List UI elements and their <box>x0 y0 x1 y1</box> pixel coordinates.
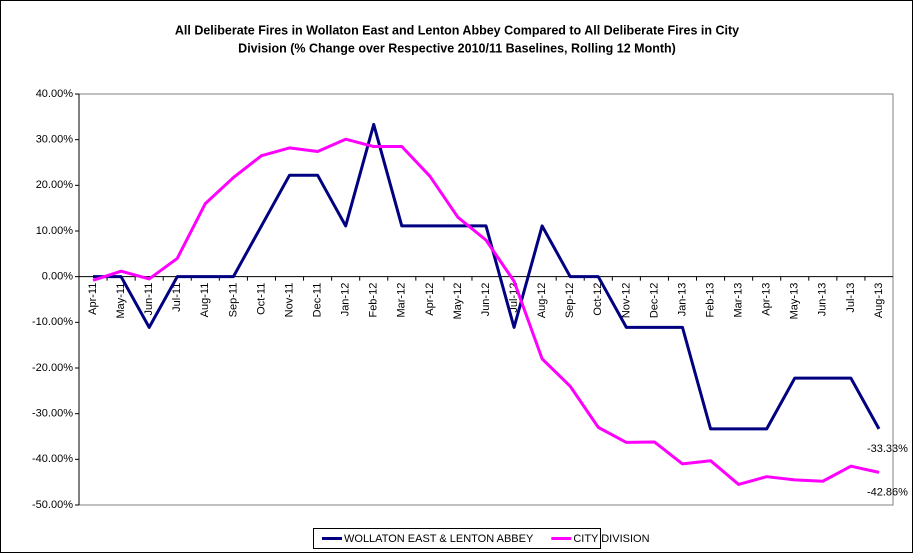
y-tick-label: 10.00% <box>36 225 74 237</box>
x-tick-label: Jun-13 <box>817 283 829 317</box>
y-tick-label: -30.00% <box>32 408 73 420</box>
legend-label: WOLLATON EAST & LENTON ABBEY <box>344 533 534 545</box>
legend: WOLLATON EAST & LENTON ABBEY CITY DIVISIO… <box>313 528 650 549</box>
x-tick-label: Aug-12 <box>536 283 548 318</box>
y-tick-label: -10.00% <box>32 316 73 328</box>
legend-label: CITY DIVISION <box>573 533 649 545</box>
y-tick-label: 30.00% <box>36 134 74 146</box>
x-tick-label: Nov-11 <box>283 283 295 318</box>
x-tick-label: Jul-11 <box>171 283 183 312</box>
x-tick-label: Aug-11 <box>199 283 211 318</box>
chart-title: All Deliberate Fires in Wollaton East an… <box>175 23 739 37</box>
legend-box <box>313 528 601 549</box>
x-tick-label: Nov-12 <box>620 283 632 318</box>
x-tick-label: Dec-11 <box>311 283 323 318</box>
chart-title: Division (% Change over Respective 2010/… <box>238 41 676 55</box>
x-tick-label: May-12 <box>452 283 464 320</box>
y-tick-label: 20.00% <box>36 179 74 191</box>
x-tick-label: Jul-13 <box>845 283 857 313</box>
x-tick-label: Oct-11 <box>255 283 267 315</box>
x-tick-label: May-11 <box>115 283 127 319</box>
y-tick-label: -40.00% <box>32 453 73 465</box>
x-tick-label: Dec-12 <box>648 283 660 318</box>
y-tick-label: -50.00% <box>32 499 73 511</box>
x-tick-label: Jan-12 <box>340 283 352 317</box>
x-tick-label: Oct-12 <box>592 283 604 316</box>
x-tick-label: Mar-12 <box>396 283 408 318</box>
x-tick-label: Apr-13 <box>761 283 773 316</box>
x-tick-label: Apr-12 <box>424 283 436 316</box>
x-tick-label: Sep-12 <box>564 283 576 318</box>
x-tick-label: May-13 <box>789 283 801 320</box>
y-tick-label: 0.00% <box>42 271 73 283</box>
data-label: -33.33% <box>867 443 908 455</box>
x-tick-label: Jun-12 <box>480 283 492 317</box>
x-tick-label: Mar-13 <box>733 283 745 318</box>
x-tick-label: Jan-13 <box>676 283 688 317</box>
x-tick-label: Jun-11 <box>143 283 155 316</box>
x-tick-label: Aug-13 <box>873 283 885 318</box>
x-tick-label: Sep-11 <box>227 283 239 318</box>
data-label: -42.86% <box>867 486 908 498</box>
x-tick-label: Apr-11 <box>87 283 99 315</box>
series-line <box>93 122 881 431</box>
series-line <box>92 137 880 486</box>
x-tick-label: Feb-13 <box>704 283 716 318</box>
x-tick-label: Feb-12 <box>368 283 380 318</box>
y-tick-label: 40.00% <box>36 88 74 100</box>
y-tick-label: -20.00% <box>32 362 73 374</box>
